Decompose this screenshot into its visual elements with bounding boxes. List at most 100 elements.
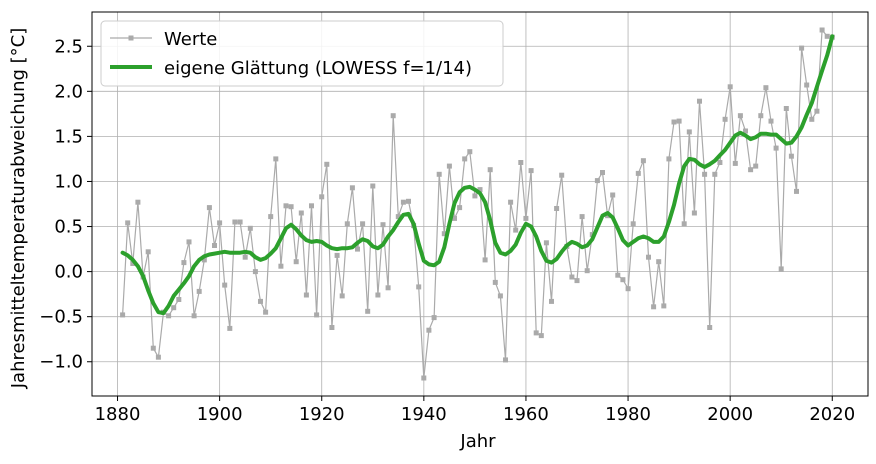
x-tick-label: 2020 [809,404,855,425]
werte-point [263,309,269,315]
werte-point [120,312,126,318]
werte-point [385,285,391,291]
werte-point [242,254,248,260]
werte-point [360,221,366,227]
werte-point [824,33,830,39]
werte-point [656,259,662,265]
werte-point [145,249,151,255]
werte-point [191,313,197,319]
y-axis-label: Jahresmitteltemperaturabweichung [°C] [8,28,29,390]
werte-point [457,205,463,211]
werte-point [176,297,182,302]
werte-point [273,156,279,162]
werte-point [319,194,325,200]
werte-point [773,145,779,151]
werte-point [196,288,202,294]
y-tick-label: 0.0 [54,262,83,283]
werte-point [181,260,187,266]
werte-point [344,221,350,227]
werte-point [533,330,539,336]
werte-point [421,375,427,381]
werte-point [788,153,794,159]
werte-point [635,170,641,176]
werte-point [630,221,636,227]
werte-point [217,220,223,226]
x-tick-label: 1880 [95,404,141,425]
werte-point [707,325,713,330]
werte-point [288,204,294,210]
werte-point [559,172,565,178]
werte-point [584,268,590,274]
werte-point [748,167,754,173]
werte-point [237,219,243,225]
werte-point [492,279,498,285]
werte-point [365,308,371,314]
werte-point [467,149,473,155]
y-tick-label: 2.5 [54,36,83,57]
werte-point [518,160,524,165]
werte-point [268,214,274,220]
werte-point [732,160,738,166]
werte-point [324,161,330,167]
werte-point [477,187,483,193]
werte-point [349,185,355,191]
werte-point [778,266,784,272]
werte-point [712,171,718,177]
werte-point [472,193,478,199]
werte-point [671,119,677,125]
werte-point [431,315,437,321]
werte-point [743,128,748,134]
werte-point [819,27,825,33]
werte-point [600,170,605,175]
werte-point [426,327,432,333]
werte-point [380,222,386,228]
werte-point [610,192,616,198]
smoothing-line [120,34,835,316]
werte-point [594,178,600,184]
werte-point [395,214,401,220]
werte-point [661,303,667,309]
y-tick-label: 1.0 [54,171,83,192]
werte-point [390,113,396,119]
legend: Werte eigene Glättung (LOWESS f=1/14) [100,20,504,87]
werte-point [651,304,657,310]
werte-point [702,171,708,177]
werte-point [130,261,136,266]
werte-point [400,199,406,205]
werte-point [691,210,697,216]
werte-point [804,82,810,88]
legend-werte-label: Werte [164,29,217,50]
werte-point [758,113,764,119]
werte-point [314,312,320,318]
werte-point [222,282,228,288]
werte-point [523,215,529,221]
werte-point [615,272,621,278]
werte-point [150,345,156,351]
legend-smooth-label: eigene Glättung (LOWESS f=1/14) [164,58,472,79]
werte-point [538,333,544,339]
y-tick-label: −1.0 [39,352,83,373]
werte-point [441,231,447,237]
werte-point [814,108,820,114]
werte-point [686,129,692,135]
werte-point [227,325,233,331]
werte-point [309,203,314,209]
werte-point [334,252,340,258]
werte-point [722,116,728,122]
werte-point [681,221,687,227]
werte-point [809,116,815,122]
werte-point [355,246,360,252]
werte-point [640,158,646,164]
y-tick-label: 1.5 [54,126,83,147]
series-layer [120,27,835,381]
werte-point [258,298,263,304]
werte-point [753,163,759,169]
werte-point [666,156,672,162]
werte-point [166,313,172,319]
werte-point [293,259,299,265]
werte-point [125,220,131,226]
werte-point [625,286,631,292]
werte-point [528,168,534,174]
werte-point [549,298,554,304]
werte-point [201,257,207,263]
